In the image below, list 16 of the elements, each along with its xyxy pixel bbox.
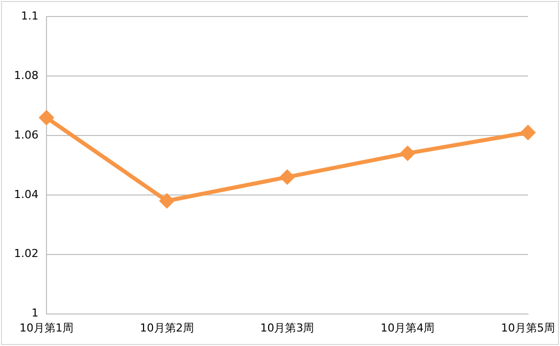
x-tick-label: 10月第2周: [140, 321, 194, 334]
y-tick-label: 1.08: [14, 68, 38, 82]
y-tick-label: 1.02: [14, 247, 38, 260]
x-tick-label: 10月第1周: [19, 321, 74, 334]
y-tick-label: 1.1: [20, 9, 38, 22]
x-tick-label: 10月第4周: [380, 321, 435, 334]
point: [400, 146, 415, 160]
x-tick-label: 10月第3周: [260, 321, 314, 334]
point: [39, 110, 54, 125]
point: [280, 170, 294, 184]
point: [160, 194, 174, 208]
y-tick-label: 1: [31, 306, 38, 320]
point: [521, 126, 535, 140]
y-tick-label: 1.04: [14, 188, 38, 201]
y-tick-label: 1.06: [14, 128, 38, 142]
x-tick-label: 10月第5周: [501, 321, 555, 334]
